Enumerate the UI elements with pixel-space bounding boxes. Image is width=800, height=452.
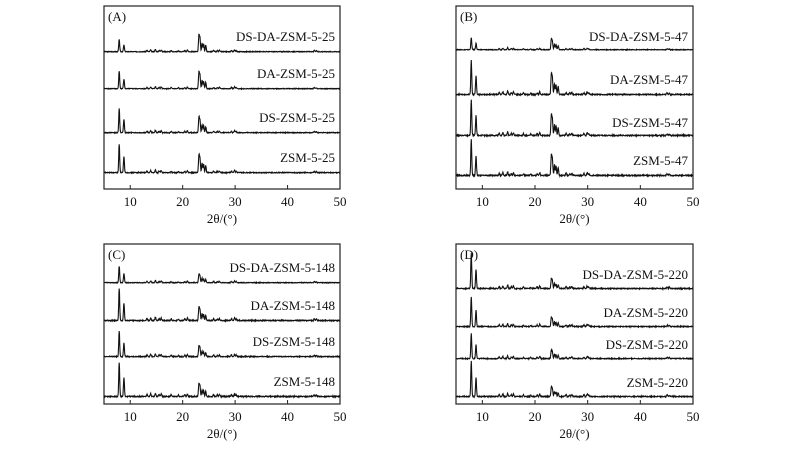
x-tick-label: 30 [229, 409, 242, 424]
x-tick-label: 20 [529, 409, 542, 424]
series-label: DS-DA-ZSM-5-220 [583, 267, 688, 282]
x-tick-label: 30 [581, 194, 594, 209]
x-axis-label: 2θ/(°) [559, 211, 589, 226]
x-tick-label: 30 [581, 409, 594, 424]
series-label: DS-DA-ZSM-5-47 [589, 29, 688, 44]
series-label: DA-ZSM-5-47 [610, 72, 688, 87]
series-label: DS-DA-ZSM-5-148 [230, 260, 335, 275]
series-line [455, 360, 694, 399]
series-line [455, 333, 694, 361]
plot-frame [103, 5, 341, 190]
panel-label: (D) [460, 247, 478, 262]
x-tick-label: 30 [229, 194, 242, 209]
series-line [455, 99, 694, 139]
x-axis-label: 2θ/(°) [559, 426, 589, 441]
x-tick-label: 20 [529, 194, 542, 209]
series-line [103, 330, 341, 359]
series-line [103, 362, 341, 399]
series-line [103, 288, 341, 324]
series-line [103, 108, 341, 135]
x-tick-label: 50 [334, 409, 347, 424]
x-tick-label: 40 [634, 409, 647, 424]
series-label: DS-ZSM-5-148 [253, 334, 335, 349]
x-tick-label: 20 [176, 194, 189, 209]
x-tick-label: 40 [281, 194, 294, 209]
panel-c: 10 20 30 40 50 2θ/(°) (C) DS-DA-ZSM-5-148 DA-ZSM… [103, 243, 347, 441]
plot-frame [103, 243, 341, 405]
panel-label: (C) [108, 247, 125, 262]
panel-d: 10 20 30 40 50 2θ/(°) (D) DS-DA-ZSM-5-220 DA-ZSM… [455, 243, 700, 441]
x-tick-label: 40 [281, 409, 294, 424]
series-label: DS-DA-ZSM-5-25 [236, 29, 335, 44]
series-label: ZSM-5-220 [627, 375, 688, 390]
series-line [103, 33, 341, 54]
panel-label: (A) [108, 9, 126, 24]
panel-label: (B) [460, 9, 477, 24]
x-tick-label: 10 [124, 409, 137, 424]
series-line [455, 37, 694, 52]
x-tick-label: 10 [476, 409, 489, 424]
x-tick-label: 20 [176, 409, 189, 424]
panel-b: 10 20 30 40 50 2θ/(°) (B) DS-DA-ZSM-5-47 DA-ZSM-… [455, 5, 700, 226]
series-label: DS-ZSM-5-220 [606, 337, 688, 352]
series-label: ZSM-5-148 [274, 374, 335, 389]
series-line [455, 253, 694, 291]
x-axis-label: 2θ/(°) [207, 426, 237, 441]
x-tick-label: 50 [334, 194, 347, 209]
series-label: DA-ZSM-5-25 [257, 66, 335, 81]
series-label: DS-ZSM-5-25 [259, 110, 335, 125]
x-tick-label: 40 [634, 194, 647, 209]
series-line [103, 70, 340, 91]
x-tick-label: 50 [687, 409, 700, 424]
series-label: ZSM-5-25 [280, 150, 335, 165]
x-tick-label: 50 [687, 194, 700, 209]
series-line [455, 59, 694, 97]
series-line [103, 144, 341, 175]
panel-a: 10 20 30 40 50 2θ/(°) (A) DS-DA-ZSM-5-25 DA-ZSM-… [103, 5, 347, 226]
series-line [103, 266, 341, 285]
plot-frame [455, 5, 694, 190]
x-axis-label: 2θ/(°) [207, 211, 237, 226]
series-label: ZSM-5-47 [633, 153, 688, 168]
series-label: DA-ZSM-5-220 [604, 305, 689, 320]
series-label: DS-ZSM-5-47 [612, 115, 688, 130]
series-line [455, 139, 694, 179]
x-tick-label: 10 [476, 194, 489, 209]
series-label: DA-ZSM-5-148 [251, 298, 336, 313]
x-tick-label: 10 [124, 194, 137, 209]
plot-frame [455, 243, 694, 405]
series-line [455, 296, 694, 329]
